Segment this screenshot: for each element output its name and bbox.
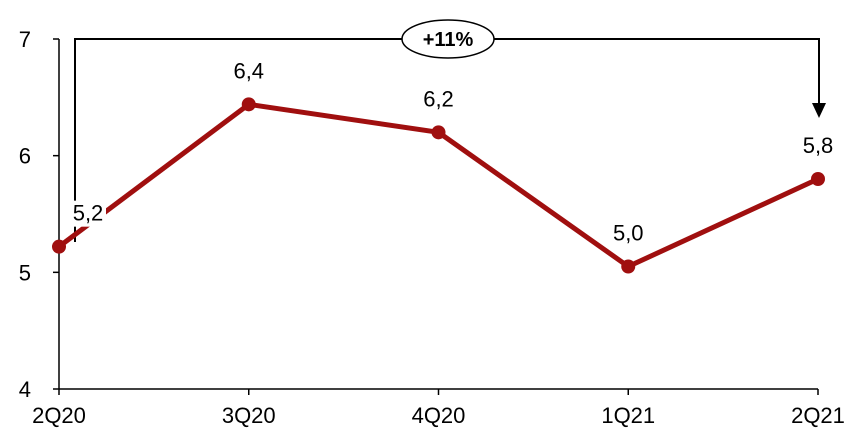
data-point-2Q20 xyxy=(52,239,66,254)
data-point-4Q20 xyxy=(431,125,446,140)
y-tick-label-4: 4 xyxy=(19,377,31,402)
growth-badge-text: +11% xyxy=(423,29,474,51)
data-labels: 5,2 6,4 6,2 5,0 5,8 xyxy=(70,58,834,246)
y-tick-label-6: 6 xyxy=(19,144,31,169)
data-point-3Q20 xyxy=(241,97,256,112)
x-tick-label-3Q20: 3Q20 xyxy=(222,403,276,428)
data-label-backing xyxy=(70,200,106,227)
growth-badge-oval xyxy=(401,19,495,59)
data-label-1Q21: 5,0 xyxy=(613,221,644,246)
data-point-1Q21 xyxy=(621,259,636,274)
x-tick-label-4Q20: 4Q20 xyxy=(412,403,466,428)
data-label-4Q20: 6,2 xyxy=(423,86,454,111)
series-1 xyxy=(52,97,825,274)
x-tick-label-1Q21: 1Q21 xyxy=(601,403,655,428)
growth-annotation: +11% xyxy=(74,19,826,242)
x-tick-label-2Q20: 2Q20 xyxy=(32,403,86,428)
y-tick-label-5: 5 xyxy=(19,260,31,285)
data-label-3Q20: 6,4 xyxy=(233,58,264,83)
axes: 4 5 6 7 2Q20 3Q20 4Q20 1Q21 2Q21 xyxy=(19,27,845,428)
data-point-2Q21 xyxy=(811,172,825,186)
data-label-2Q21: 5,8 xyxy=(803,133,834,158)
data-label-2Q20: 5,2 xyxy=(73,201,104,226)
y-tick-label-7: 7 xyxy=(19,27,31,52)
arrow-down-icon xyxy=(812,103,826,118)
x-tick-label-2Q21: 2Q21 xyxy=(791,403,845,428)
